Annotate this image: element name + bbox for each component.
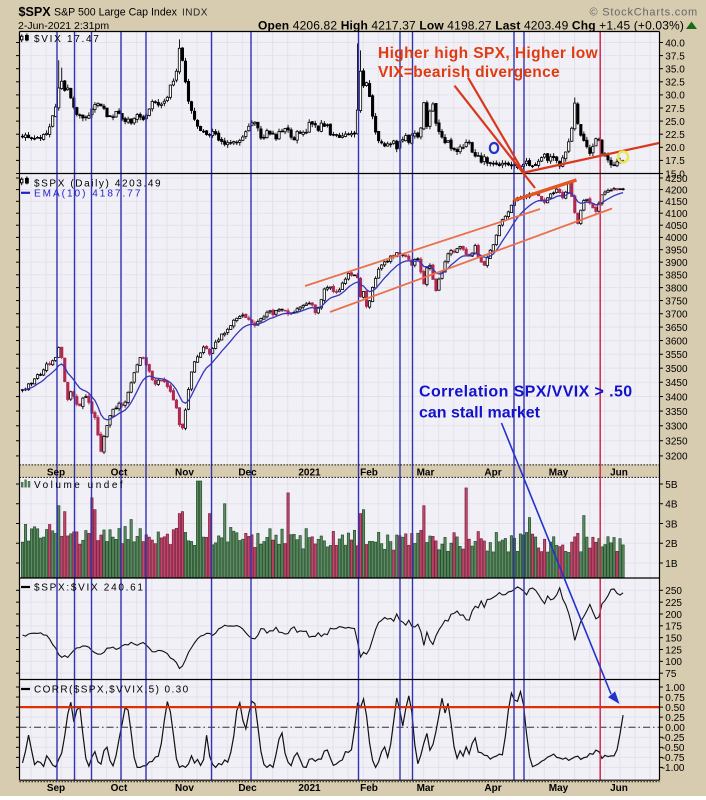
svg-text:3750: 3750	[665, 296, 688, 307]
svg-text:-0.75: -0.75	[662, 753, 685, 764]
svg-text:Mar: Mar	[417, 467, 435, 478]
svg-text:100: 100	[665, 657, 682, 668]
svg-text:25.0: 25.0	[665, 117, 685, 128]
svg-text:0.25: 0.25	[665, 713, 685, 724]
svg-text:Correlation SPX/VVIX > .50: Correlation SPX/VVIX > .50	[419, 384, 633, 401]
svg-text:Mar: Mar	[417, 783, 435, 794]
svg-text:$VIX 17.47: $VIX 17.47	[34, 34, 100, 45]
svg-text:VIX=bearish divergence: VIX=bearish divergence	[378, 64, 560, 81]
svg-text:S&P 500 Large Cap Index: S&P 500 Large Cap Index	[54, 7, 178, 19]
svg-text:Nov: Nov	[175, 467, 194, 478]
svg-text:17.5: 17.5	[665, 156, 685, 167]
svg-text:4000: 4000	[665, 233, 688, 244]
svg-text:4B: 4B	[665, 500, 678, 511]
svg-text:Jun: Jun	[610, 467, 628, 478]
svg-text:$SPX (Daily) 4203.49: $SPX (Daily) 4203.49	[34, 179, 162, 190]
svg-text:3400: 3400	[665, 392, 688, 403]
svg-text:15.0: 15.0	[665, 169, 685, 180]
svg-text:4250: 4250	[665, 174, 688, 185]
svg-text:Nov: Nov	[175, 783, 194, 794]
svg-text:3B: 3B	[665, 519, 678, 530]
svg-text:Oct: Oct	[111, 467, 128, 478]
svg-text:Jun: Jun	[610, 783, 628, 794]
svg-text:3650: 3650	[665, 323, 688, 334]
svg-text:20.0: 20.0	[665, 143, 685, 154]
svg-text:Open 4206.82 High 4217.37 Low: Open 4206.82 High 4217.37 Low 4198.27 La…	[258, 19, 684, 33]
svg-text:-0.25: -0.25	[662, 733, 685, 744]
svg-text:Feb: Feb	[360, 467, 378, 478]
svg-text:3800: 3800	[665, 283, 688, 294]
svg-text:30.0: 30.0	[665, 91, 685, 102]
svg-text:Higher high SPX, Higher low: Higher high SPX, Higher low	[378, 45, 599, 62]
svg-text:Oct: Oct	[111, 783, 128, 794]
svg-text:27.5: 27.5	[665, 104, 685, 115]
svg-text:75: 75	[665, 669, 677, 680]
svg-text:3350: 3350	[665, 407, 688, 418]
svg-text:1.00: 1.00	[665, 683, 685, 694]
svg-text:4150: 4150	[665, 197, 688, 208]
svg-text:CORR($SPX,$VVIX,5) 0.30: CORR($SPX,$VVIX,5) 0.30	[34, 685, 190, 696]
svg-text:© StockCharts.com: © StockCharts.com	[589, 7, 698, 19]
svg-text:35.0: 35.0	[665, 65, 685, 76]
svg-text:$SPX:$VIX 240.61: $SPX:$VIX 240.61	[34, 583, 145, 594]
svg-text:3600: 3600	[665, 336, 688, 347]
svg-text:May: May	[549, 783, 569, 794]
svg-text:250: 250	[665, 586, 682, 597]
svg-text:2-Jun-2021 2:31pm: 2-Jun-2021 2:31pm	[18, 20, 109, 32]
svg-text:2021: 2021	[298, 467, 321, 478]
svg-text:Apr: Apr	[484, 783, 501, 794]
svg-text:0.00: 0.00	[665, 723, 685, 734]
svg-text:EMA(10) 4187.77: EMA(10) 4187.77	[34, 189, 142, 200]
svg-text:Dec: Dec	[238, 783, 257, 794]
svg-text:Apr: Apr	[484, 467, 501, 478]
svg-text:37.5: 37.5	[665, 51, 685, 62]
svg-text:2021: 2021	[298, 783, 321, 794]
svg-text:3850: 3850	[665, 271, 688, 282]
svg-text:22.5: 22.5	[665, 130, 685, 141]
svg-text:3950: 3950	[665, 246, 688, 257]
svg-text:INDX: INDX	[182, 8, 208, 19]
svg-text:Sep: Sep	[47, 467, 65, 478]
svg-text:2B: 2B	[665, 539, 678, 550]
svg-text:125: 125	[665, 645, 682, 656]
svg-text:40.0: 40.0	[665, 38, 685, 49]
svg-text:3550: 3550	[665, 350, 688, 361]
svg-text:0.50: 0.50	[665, 703, 685, 714]
svg-text:-1.00: -1.00	[662, 763, 685, 774]
svg-text:4050: 4050	[665, 221, 688, 232]
svg-text:-0.50: -0.50	[662, 743, 685, 754]
svg-text:3500: 3500	[665, 364, 688, 375]
svg-text:5B: 5B	[665, 480, 678, 491]
svg-text:4200: 4200	[665, 185, 688, 196]
svg-text:3200: 3200	[665, 452, 688, 463]
svg-text:4100: 4100	[665, 209, 688, 220]
svg-text:3700: 3700	[665, 310, 688, 321]
svg-text:32.5: 32.5	[665, 78, 685, 89]
svg-text:can stall market: can stall market	[419, 405, 541, 422]
svg-text:Sep: Sep	[47, 783, 65, 794]
svg-text:175: 175	[665, 622, 682, 633]
svg-text:3450: 3450	[665, 378, 688, 389]
svg-text:3250: 3250	[665, 437, 688, 448]
svg-text:150: 150	[665, 633, 682, 644]
svg-text:Feb: Feb	[360, 783, 378, 794]
svg-text:May: May	[549, 467, 569, 478]
svg-text:$SPX: $SPX	[19, 5, 52, 19]
svg-text:200: 200	[665, 610, 682, 621]
svg-text:Volume undef: Volume undef	[34, 480, 125, 491]
svg-text:Dec: Dec	[238, 467, 257, 478]
svg-text:0.75: 0.75	[665, 693, 685, 704]
svg-text:225: 225	[665, 598, 682, 609]
svg-text:3300: 3300	[665, 422, 688, 433]
svg-text:1B: 1B	[665, 559, 678, 570]
svg-text:3900: 3900	[665, 258, 688, 269]
